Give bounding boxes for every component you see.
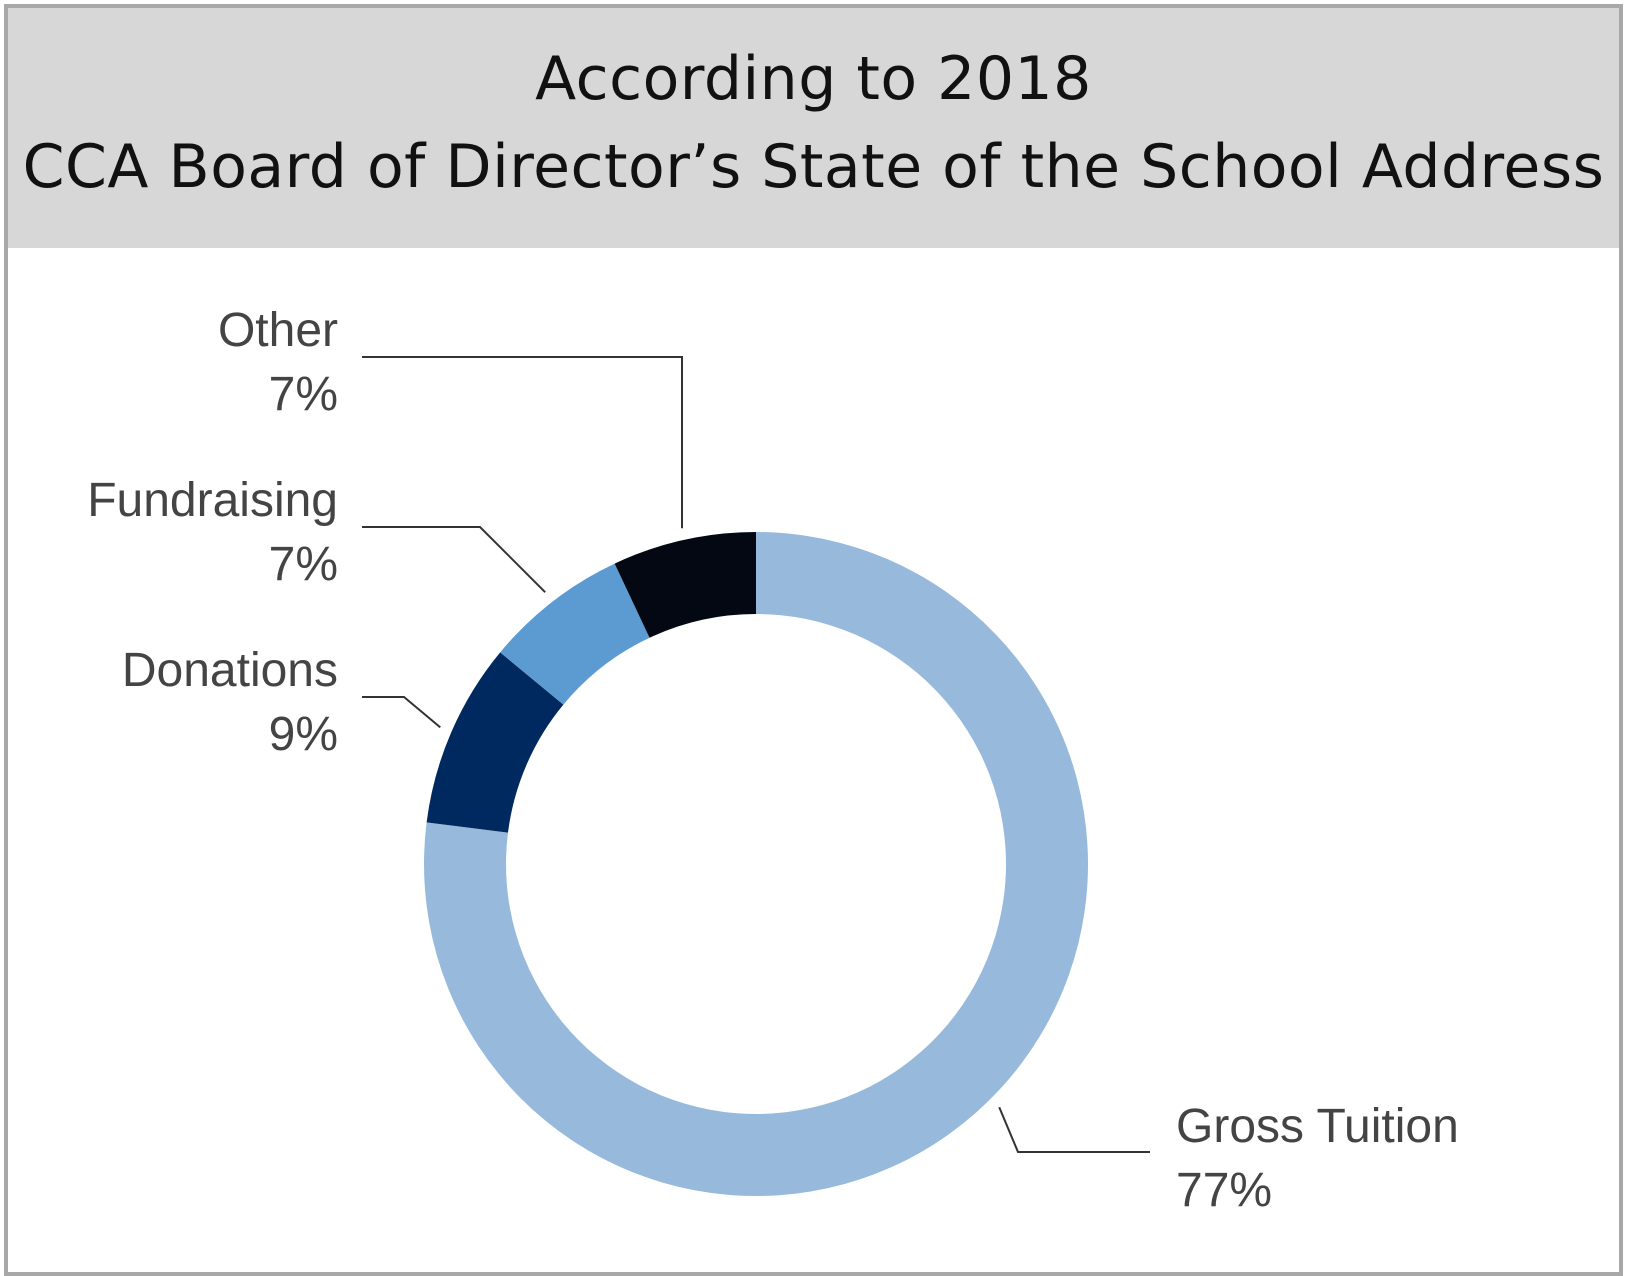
label-gross-tuition-value: 77%	[1176, 1164, 1272, 1217]
leader-line-gross-tuition	[998, 1106, 1150, 1153]
label-other-name: Other	[218, 304, 338, 357]
slice-fundraising	[500, 563, 650, 705]
chart-title-banner: According to 2018 CCA Board of Director’…	[8, 8, 1619, 248]
leader-lines	[362, 356, 1150, 1153]
chart-title-line-2: CCA Board of Director’s State of the Sch…	[22, 132, 1605, 202]
label-donations-name: Donations	[122, 644, 338, 697]
slice-donations	[426, 652, 564, 833]
chart-title-line-1: According to 2018	[535, 44, 1092, 114]
leader-line-fundraising	[362, 526, 546, 593]
label-donations-value: 9%	[269, 708, 338, 761]
slice-other	[614, 532, 756, 638]
label-gross-tuition-name: Gross Tuition	[1176, 1100, 1459, 1153]
label-fundraising-value: 7%	[269, 538, 338, 591]
label-fundraising-name: Fundraising	[87, 474, 338, 527]
chart-frame: According to 2018 CCA Board of Director’…	[4, 4, 1623, 1276]
leader-line-other	[362, 356, 683, 529]
label-other-value: 7%	[269, 368, 338, 421]
donut-slices	[423, 532, 1088, 1196]
leader-line-donations	[362, 696, 441, 729]
